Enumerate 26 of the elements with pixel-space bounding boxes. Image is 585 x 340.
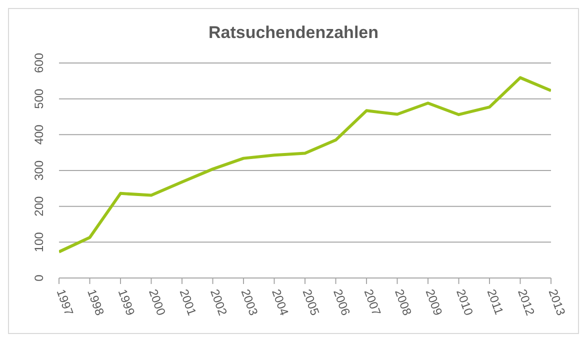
x-tick-label: 2001 <box>176 287 200 318</box>
x-tick-label: 2010 <box>454 287 476 318</box>
x-tick-label: 2000 <box>146 287 168 318</box>
chart-title: Ratsuchendenzahlen <box>207 22 380 43</box>
y-tick-label: 0 <box>32 274 46 282</box>
x-tick-label: 2009 <box>422 287 446 318</box>
x-tick-label: 1997 <box>54 287 76 318</box>
y-tick-label: 500 <box>32 88 46 109</box>
y-tick-label: 200 <box>32 196 46 216</box>
y-tick-label: 400 <box>32 124 46 145</box>
x-tick-label: 2002 <box>208 287 230 318</box>
x-tick-label: 2007 <box>361 287 384 318</box>
x-tick-label: 2012 <box>515 287 538 318</box>
x-tick-label: 2005 <box>300 287 322 318</box>
x-tick-label: 2003 <box>238 287 261 318</box>
x-tick-label: 1998 <box>84 287 107 318</box>
x-tick-label: 2011 <box>484 287 506 317</box>
x-tick-label: 2013 <box>546 287 568 318</box>
line-series <box>59 76 551 254</box>
x-tick-label: 2008 <box>392 287 414 318</box>
y-tick-label: 100 <box>32 232 46 252</box>
y-tick-label: 600 <box>32 52 46 74</box>
x-tick-label: 2006 <box>330 287 353 318</box>
x-tick-label: 1999 <box>115 287 138 318</box>
y-tick-label: 300 <box>32 160 46 181</box>
x-tick-label: 2004 <box>269 287 292 318</box>
